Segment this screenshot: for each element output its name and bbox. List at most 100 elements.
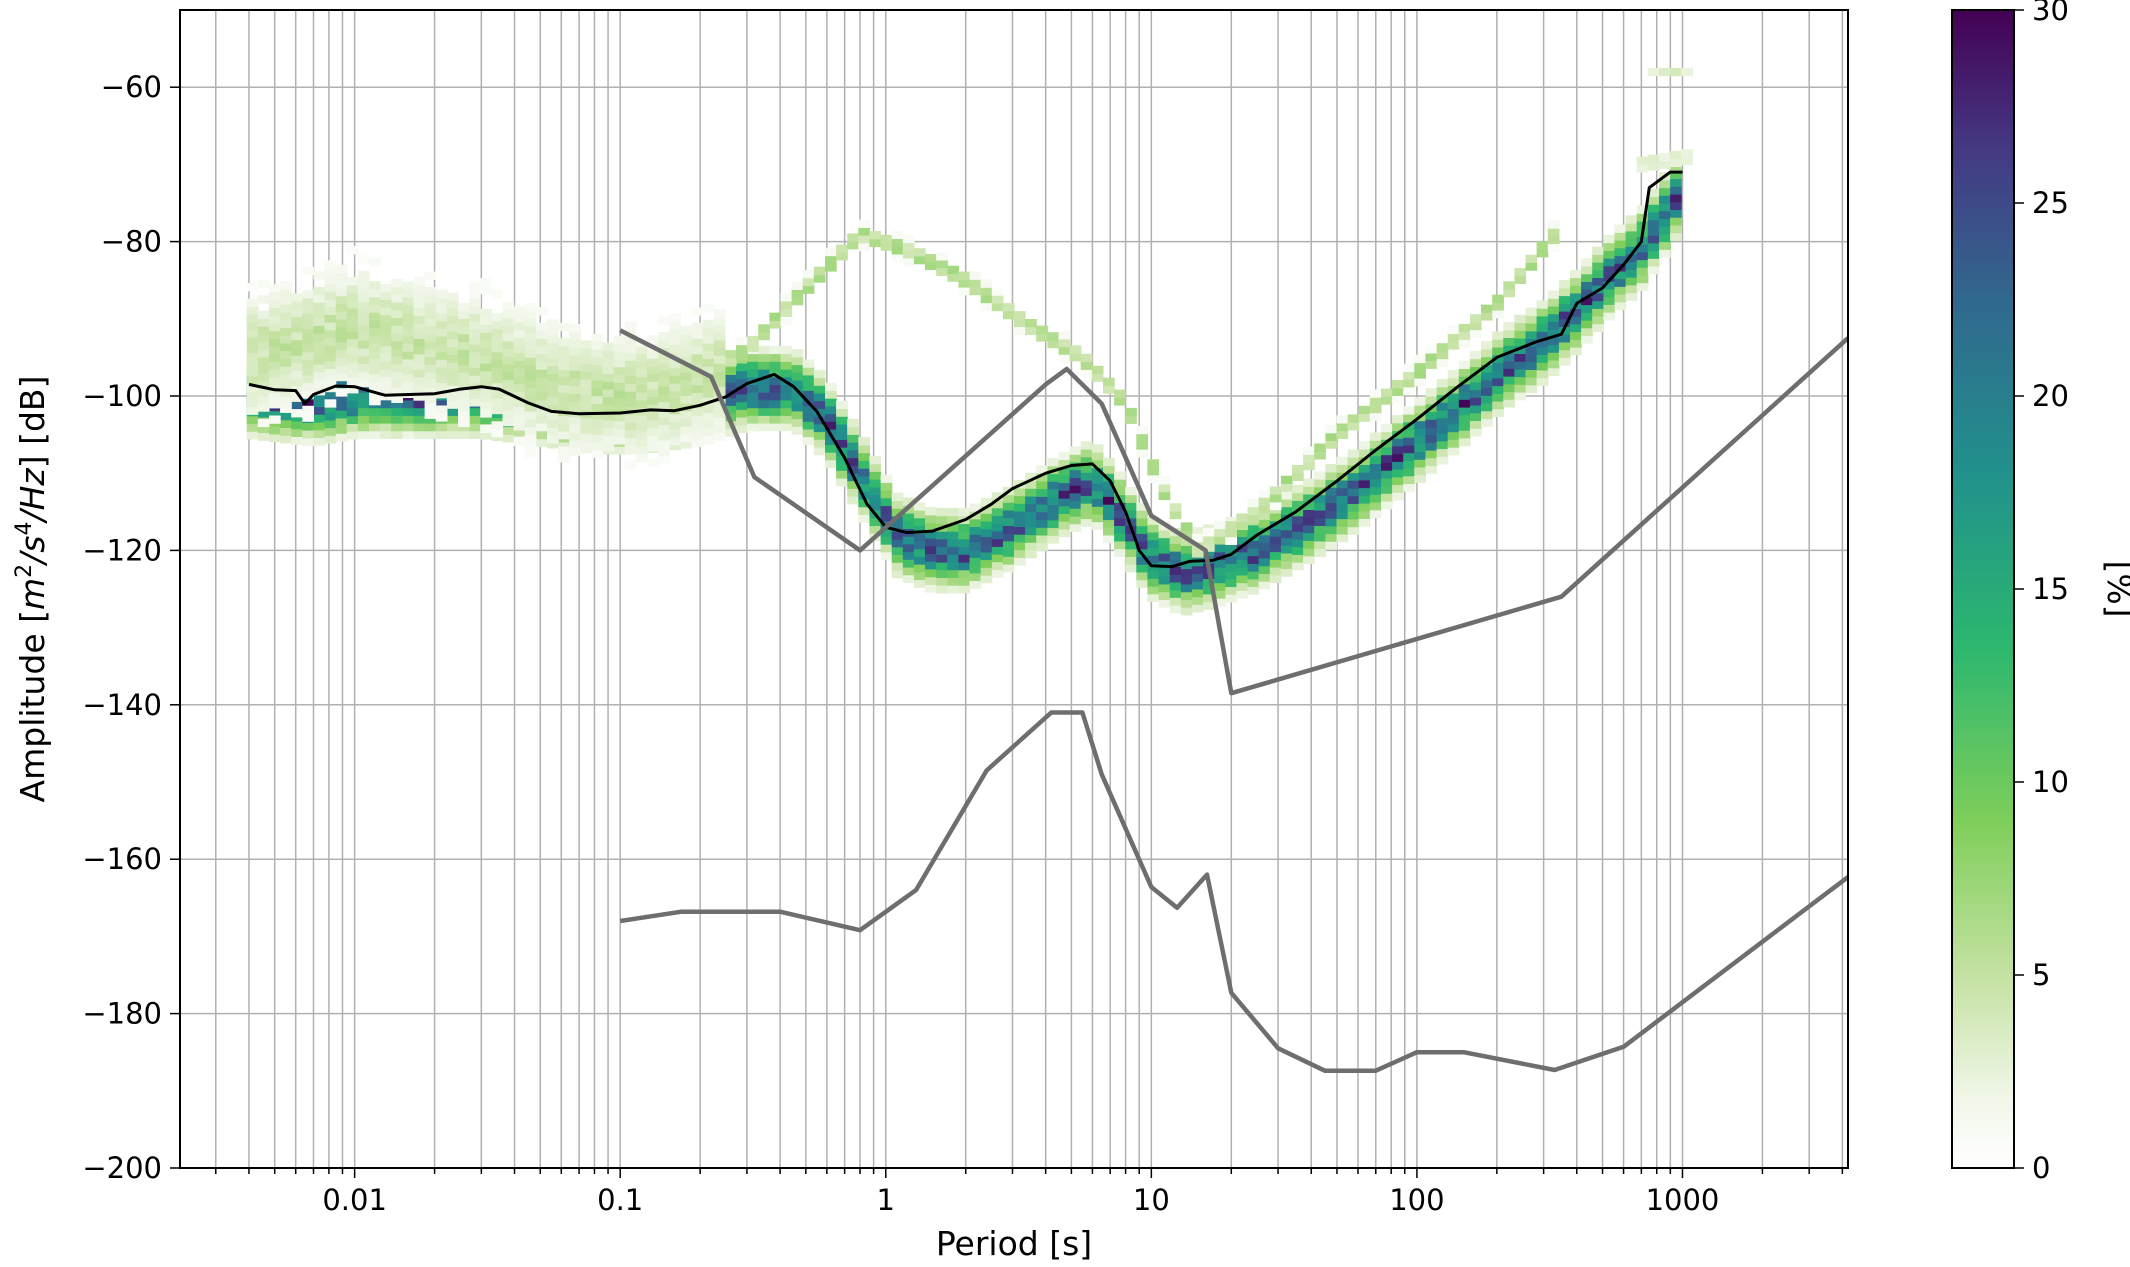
heatmap-cell <box>1103 473 1115 482</box>
heatmap-cell <box>724 366 737 375</box>
heatmap-cell <box>635 392 648 401</box>
heatmap-cell <box>1403 379 1415 388</box>
heatmap-cell <box>936 546 948 555</box>
heatmap-cell <box>1325 510 1338 519</box>
heatmap-cell <box>1369 455 1382 464</box>
heatmap-cell <box>791 418 804 427</box>
heatmap-cell <box>736 386 748 395</box>
heatmap-cell <box>769 392 782 401</box>
heatmap-cell <box>324 314 337 323</box>
heatmap-cell <box>1303 540 1315 549</box>
heatmap-cell <box>424 379 437 388</box>
heatmap-cell <box>758 361 770 370</box>
heatmap-cell <box>1469 329 1482 338</box>
heatmap-cell <box>1458 339 1471 348</box>
heatmap-cell <box>502 348 515 357</box>
heatmap-cell <box>813 400 826 409</box>
heatmap-cell <box>780 353 793 362</box>
heatmap-cell <box>446 377 459 386</box>
heatmap-cell <box>469 430 481 439</box>
heatmap-cell <box>1514 376 1527 385</box>
heatmap-cell <box>624 383 637 392</box>
heatmap-cell <box>991 492 1004 501</box>
heatmap-cell <box>1080 369 1093 378</box>
heatmap-cell <box>1025 472 1037 482</box>
heatmap-cell <box>1536 331 1549 340</box>
heatmap-cell <box>1069 345 1082 354</box>
heatmap-cell <box>335 417 348 427</box>
heatmap-cell <box>380 430 392 439</box>
heatmap-cell <box>958 531 971 540</box>
heatmap-cell <box>747 399 759 409</box>
heatmap-cell <box>1225 594 1237 603</box>
heatmap-cell <box>925 507 937 516</box>
heatmap-cell <box>480 401 492 410</box>
heatmap-cell <box>535 322 548 331</box>
heatmap-cell <box>502 333 515 342</box>
heatmap-cell <box>1469 397 1482 406</box>
heatmap-cell <box>535 353 548 362</box>
heatmap-cell <box>1169 566 1182 575</box>
heatmap-cell <box>513 437 526 446</box>
heatmap-cell <box>813 274 826 283</box>
heatmap-cell <box>1258 504 1271 514</box>
heatmap-cell <box>1436 440 1449 450</box>
heatmap-cell <box>813 423 826 433</box>
heatmap-cell <box>802 436 815 445</box>
heatmap-cell <box>1292 538 1304 548</box>
heatmap-cell <box>1436 386 1449 396</box>
heatmap-cell <box>947 546 959 555</box>
heatmap-cell <box>1681 156 1693 166</box>
heatmap-cell <box>1659 226 1671 235</box>
heatmap-cell <box>446 407 459 416</box>
heatmap-cell <box>524 372 537 381</box>
heatmap-cell <box>269 361 281 370</box>
heatmap-cell <box>769 415 782 424</box>
heatmap-cell <box>1492 339 1504 348</box>
heatmap-cell <box>391 332 403 342</box>
heatmap-cell <box>669 367 681 376</box>
heatmap-cell <box>1169 581 1182 591</box>
heatmap-cell <box>1014 534 1026 543</box>
heatmap-cell <box>1114 389 1126 398</box>
heatmap-cell <box>302 344 314 353</box>
heatmap-cell <box>836 252 848 261</box>
heatmap-cell <box>313 271 326 280</box>
heatmap-cell <box>1614 255 1627 264</box>
heatmap-cell <box>324 275 337 285</box>
heatmap-cell <box>1403 460 1415 469</box>
heatmap-cell <box>602 381 615 390</box>
heatmap-cell <box>1080 487 1093 496</box>
heatmap-cell <box>869 231 882 240</box>
heatmap-cell <box>1492 362 1504 371</box>
heatmap-cell <box>1292 500 1304 509</box>
heatmap-cell <box>1647 188 1660 198</box>
heatmap-cell <box>1080 472 1093 481</box>
heatmap-cell <box>1581 273 1593 282</box>
heatmap-cell <box>1425 450 1438 459</box>
heatmap-cell <box>547 419 559 428</box>
heatmap-cell <box>1536 315 1549 325</box>
heatmap-cell <box>624 414 637 423</box>
heatmap-cell <box>424 325 437 334</box>
heatmap-cell <box>1236 528 1249 537</box>
heatmap-cell <box>502 387 515 396</box>
heatmap-cell <box>1002 303 1015 312</box>
heatmap-cell <box>947 273 959 282</box>
heatmap-cell <box>480 278 492 287</box>
heatmap-cell <box>1247 506 1260 515</box>
heatmap-cell <box>602 388 615 398</box>
heatmap-cell <box>980 567 993 576</box>
heatmap-cell <box>647 365 659 375</box>
heatmap-cell <box>1014 557 1026 566</box>
heatmap-cell <box>669 382 681 392</box>
heatmap-cell <box>925 261 937 271</box>
heatmap-cell <box>491 405 504 415</box>
heatmap-cell <box>547 440 559 449</box>
heatmap-cell <box>1158 553 1171 562</box>
heatmap-cell <box>513 337 526 346</box>
heatmap-cell <box>413 407 426 416</box>
heatmap-cell <box>558 376 570 386</box>
heatmap-cell <box>269 400 281 409</box>
heatmap-cell <box>380 291 392 300</box>
